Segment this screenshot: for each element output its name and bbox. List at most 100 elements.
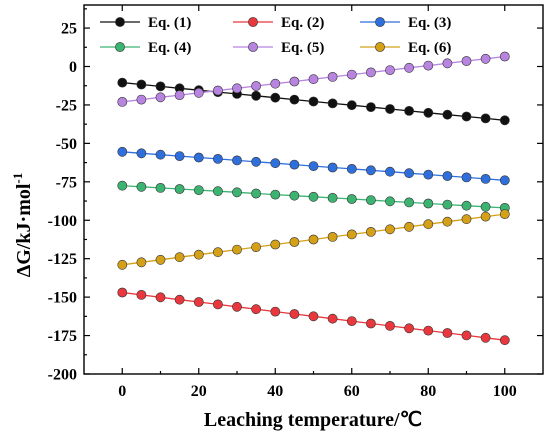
y-tick-label: -50 [56,136,77,153]
legend-swatch-marker [248,42,258,52]
data-point [251,90,261,101]
data-point [327,72,338,82]
data-point [385,320,395,331]
data-point [174,252,185,263]
data-point [499,51,510,62]
data-point [480,113,491,124]
data-point [404,168,414,179]
data-point [117,77,128,88]
y-axis-title-sup: -1 [10,173,25,184]
x-tick-label: 0 [118,383,126,400]
data-point [308,161,319,171]
legend-item: Eq. (3) [360,15,451,31]
data-point [289,76,300,87]
y-axis-title: ΔG/kJ·mol-1 [10,173,35,278]
data-point [442,171,453,181]
legend-swatch-marker [375,17,385,27]
data-point [136,257,147,268]
data-point [461,56,472,66]
data-point [423,219,434,230]
data-point [270,239,281,250]
y-tick-label: 25 [61,21,77,38]
data-point [174,294,185,305]
data-point [270,189,281,200]
data-point [461,172,472,183]
data-point [308,311,319,322]
legend-item: Eq. (1) [100,15,191,31]
data-point [289,190,300,201]
y-tick-label: 0 [69,59,77,76]
data-point [423,169,434,180]
data-point [480,201,491,212]
legend-item: Eq. (5) [233,40,324,56]
legend-item: Eq. (2) [233,15,324,31]
legend-swatch-marker [115,17,125,27]
data-point [442,216,453,227]
data-point [136,181,147,192]
data-point [461,200,472,211]
data-point [461,330,472,341]
data-point [193,87,204,98]
data-point [346,69,357,80]
series-1 [117,77,510,126]
data-point [423,107,434,118]
data-point [193,152,204,163]
data-point [308,234,319,245]
data-point [327,231,338,242]
legend-swatch-marker [115,42,125,52]
data-point [232,83,242,94]
data-point [270,158,281,169]
series-3 [117,146,510,186]
data-point [480,211,491,222]
legend-item: Eq. (4) [100,40,191,56]
y-tick-label: -75 [56,174,77,191]
data-point [289,309,300,319]
data-point [365,165,376,176]
data-point [404,197,414,208]
series-5 [117,51,510,107]
x-tick-label: 20 [191,383,207,400]
x-tick-label: 40 [267,383,283,400]
data-point [155,292,166,303]
data-point [289,237,300,247]
data-point [155,182,166,193]
series-6 [117,209,510,270]
y-tick-label: -175 [48,328,77,345]
data-point [404,106,414,116]
data-point [308,96,319,107]
legend-label: Eq. (2) [281,15,324,31]
data-point [385,196,395,207]
data-point [499,175,510,186]
data-point [155,149,166,160]
data-point [365,102,376,112]
data-point [174,184,185,194]
data-point [232,244,242,255]
axes-layer: 0 20 40 60 80 100 25 0 -25 -50 -75 -100 -125 -150 -175… [48,4,544,400]
data-point [461,214,472,225]
data-point [155,254,166,265]
x-tick-label: 60 [344,383,360,400]
data-point [212,85,223,96]
data-point [442,199,453,210]
data-point [499,335,510,346]
data-point [289,159,300,170]
data-point [385,104,395,114]
data-point [480,173,491,184]
data-point [385,166,395,177]
data-point [365,318,376,329]
data-point [251,188,261,199]
data-point [499,209,510,219]
data-point [346,194,357,204]
data-point [346,163,357,174]
data-point [136,79,147,90]
data-point [117,180,128,191]
y-tick-label: -25 [56,97,77,114]
data-point [327,162,338,173]
data-point [270,78,281,89]
y-tick-label: -200 [48,367,77,384]
data-point [212,186,223,197]
data-point [270,306,281,317]
data-point [442,58,453,69]
legend: Eq. (1) Eq. (2) Eq. (3) Eq. (4) Eq. (5) Eq. (… [100,15,451,56]
